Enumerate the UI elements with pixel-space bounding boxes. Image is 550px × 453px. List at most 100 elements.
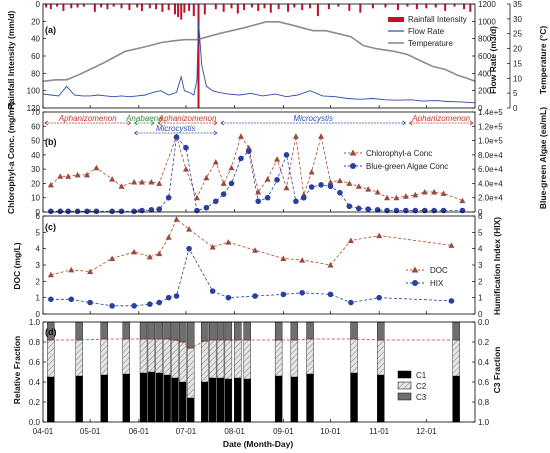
flow-rate-line <box>42 21 476 104</box>
c2-bar-22 <box>452 339 460 377</box>
legend-panel-a: Rainfall Intensity Flow Rate Temperature <box>388 15 467 48</box>
bga-point-26 <box>293 198 299 205</box>
legend-chl-label: Chlorophyl-a Conc <box>366 149 432 158</box>
chl-point-27 <box>308 169 315 175</box>
frame-panel-b <box>42 111 476 213</box>
bga-point-28 <box>308 184 315 190</box>
rain-bar-33 <box>257 4 260 11</box>
c3-bar-14 <box>224 321 233 341</box>
c3-bar-6 <box>155 321 163 340</box>
doc-tick-label-4: 4 <box>36 245 41 254</box>
chl-point-7 <box>118 183 125 189</box>
species-label-1: Anabaena <box>125 114 163 123</box>
hix-point-11 <box>225 294 232 301</box>
bga-point-41 <box>431 207 437 214</box>
bga-point-16 <box>203 204 210 211</box>
chl-point-23 <box>274 156 281 162</box>
species-arrow-3 <box>220 120 407 126</box>
legend-bga-label: Blue-green Algae Conc <box>366 162 448 171</box>
rain-bar-4 <box>70 4 73 9</box>
rain-bar-22 <box>183 4 186 13</box>
doc-point-12 <box>252 247 259 253</box>
c2-bar-2 <box>100 338 108 376</box>
doc-point-2 <box>87 268 94 275</box>
bga-point-1 <box>57 208 64 215</box>
rain-bar-11 <box>120 4 123 9</box>
bga-tick-label-7: 1.4e+5 <box>478 108 503 117</box>
hix-tick-label-3: 3 <box>478 261 483 270</box>
bga-point-4 <box>84 208 90 215</box>
bga-point-9 <box>139 207 145 214</box>
c1-bar-9 <box>179 381 187 423</box>
rain-bar-48 <box>397 4 400 11</box>
chl-point-34 <box>374 189 381 195</box>
c3-bar-1 <box>75 321 83 341</box>
chl-point-30 <box>336 177 343 184</box>
c1-bar-12 <box>208 377 217 423</box>
c2-bar-8 <box>171 339 179 379</box>
hix-tick-label-5: 5 <box>478 228 483 237</box>
bga-tick-label-1: 2.0e+4 <box>478 194 503 203</box>
species-label-2: Aphanizomenon <box>158 114 217 123</box>
legend-panel-b: Chlorophyl-a Conc Blue-green Algae Conc <box>344 149 448 171</box>
rain-bar-31 <box>243 4 246 11</box>
legend-hix-marker <box>412 280 418 286</box>
c3-bar-10 <box>186 321 195 349</box>
rainfall-tick-label-1: 20 <box>31 17 40 26</box>
c1-bar-2 <box>100 374 108 423</box>
chl-point-32 <box>355 183 362 189</box>
rainfall-tick-label-0: 0 <box>36 0 41 9</box>
bga-point-25 <box>283 152 290 158</box>
panel-d-label: (d) <box>45 327 57 337</box>
bga-point-37 <box>393 207 400 214</box>
bga-point-33 <box>355 205 362 212</box>
chl-point-16 <box>212 159 219 165</box>
c1-bar-16 <box>243 378 251 423</box>
hix-point-9 <box>186 245 192 252</box>
chl-point-28 <box>318 133 325 139</box>
c3-tick-label-4: 0.8 <box>478 398 490 407</box>
rain-bar-32 <box>250 4 253 8</box>
bga-point-13 <box>173 134 180 140</box>
hix-point-8 <box>173 293 180 299</box>
bga-point-32 <box>346 203 353 210</box>
chl-tick-label-1: 10 <box>31 194 40 203</box>
legend-c1-label: C1 <box>416 371 427 380</box>
species-arrow-0 <box>44 120 132 126</box>
chl-point-8 <box>131 179 138 185</box>
rain-bar-29 <box>230 4 233 9</box>
rain-bar-6 <box>82 4 85 7</box>
rain-bar-54 <box>453 4 456 7</box>
rain-bar-24 <box>192 4 195 17</box>
rain-bar-55 <box>463 4 466 10</box>
c1-bar-19 <box>306 373 314 423</box>
rain-bar-8 <box>100 4 103 8</box>
doc-tick-label-3: 3 <box>36 261 41 270</box>
bga-point-43 <box>459 207 466 214</box>
doc-tick-label-5: 5 <box>36 228 41 237</box>
c1-bar-21 <box>377 374 385 423</box>
bga-tick-label-4: 8.0e+4 <box>478 151 503 160</box>
doc-point-18 <box>448 242 455 248</box>
c2-bar-16 <box>243 339 251 380</box>
bga-point-12 <box>165 194 172 201</box>
legend-hix-label: HIX <box>430 279 444 288</box>
rain-bar-23 <box>188 4 191 11</box>
bga-point-27 <box>300 194 307 201</box>
chl-point-37 <box>402 193 409 199</box>
temperature-tick-label-0: 0 <box>513 104 518 113</box>
hix-point-7 <box>165 294 172 301</box>
flow-tick-label-4: 800 <box>478 35 492 44</box>
fraction-tick-label-0: 0.0 <box>29 418 41 427</box>
c1-bar-3 <box>122 373 130 423</box>
legend-c2-label: C2 <box>416 382 427 391</box>
rain-bar-39 <box>301 4 304 11</box>
chl-point-31 <box>346 180 353 186</box>
bga-point-30 <box>327 183 334 190</box>
chl-tick-label-2: 20 <box>31 179 40 188</box>
chl-tick-label-0: 0 <box>36 208 41 217</box>
c2-bar-4 <box>139 338 148 374</box>
legend-panel-c: DOC HIX <box>406 266 448 288</box>
rain-bar-36 <box>277 4 280 10</box>
c2-bar-19 <box>306 338 314 375</box>
